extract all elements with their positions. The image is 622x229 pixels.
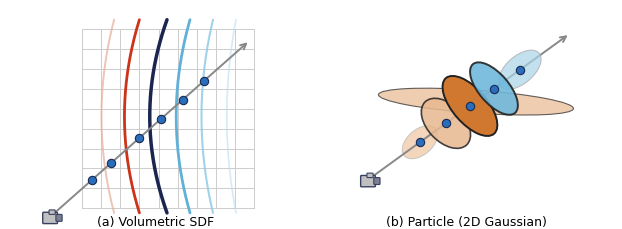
- Ellipse shape: [470, 63, 518, 115]
- FancyBboxPatch shape: [361, 176, 376, 187]
- FancyBboxPatch shape: [49, 210, 55, 214]
- Ellipse shape: [421, 99, 471, 149]
- FancyBboxPatch shape: [367, 173, 373, 178]
- Ellipse shape: [378, 89, 573, 115]
- Text: (a) Volumetric SDF: (a) Volumetric SDF: [97, 215, 214, 228]
- Ellipse shape: [402, 126, 438, 159]
- FancyBboxPatch shape: [56, 214, 62, 221]
- Text: (b) Particle (2D Gaussian): (b) Particle (2D Gaussian): [386, 215, 547, 228]
- Ellipse shape: [499, 51, 541, 90]
- FancyBboxPatch shape: [43, 212, 57, 224]
- FancyBboxPatch shape: [374, 178, 380, 185]
- Ellipse shape: [442, 76, 498, 136]
